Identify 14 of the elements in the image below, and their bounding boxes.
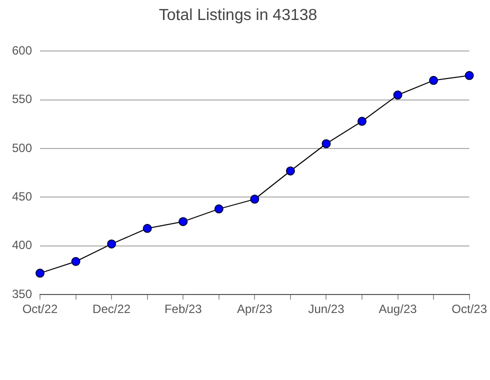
y-tick-label: 400 — [12, 238, 32, 252]
y-tick-label: 500 — [12, 140, 32, 155]
y-tick-label: 550 — [12, 92, 32, 106]
x-tick-label: Apr/23 — [236, 302, 273, 316]
y-tick-label: 350 — [12, 286, 32, 301]
chart-title: Total Listings in 43138 — [158, 7, 318, 24]
x-tick-label: Jun/23 — [308, 302, 345, 316]
y-tick-label: 600 — [12, 44, 32, 58]
y-tick-label: 450 — [12, 190, 32, 204]
x-tick-label: Feb/23 — [164, 302, 202, 316]
x-tick-label: Oct/23 — [452, 302, 488, 316]
x-tick-label: Dec/22 — [92, 302, 131, 316]
x-tick-label: Aug/23 — [378, 302, 418, 316]
x-tick-label: Oct/22 — [22, 302, 58, 316]
